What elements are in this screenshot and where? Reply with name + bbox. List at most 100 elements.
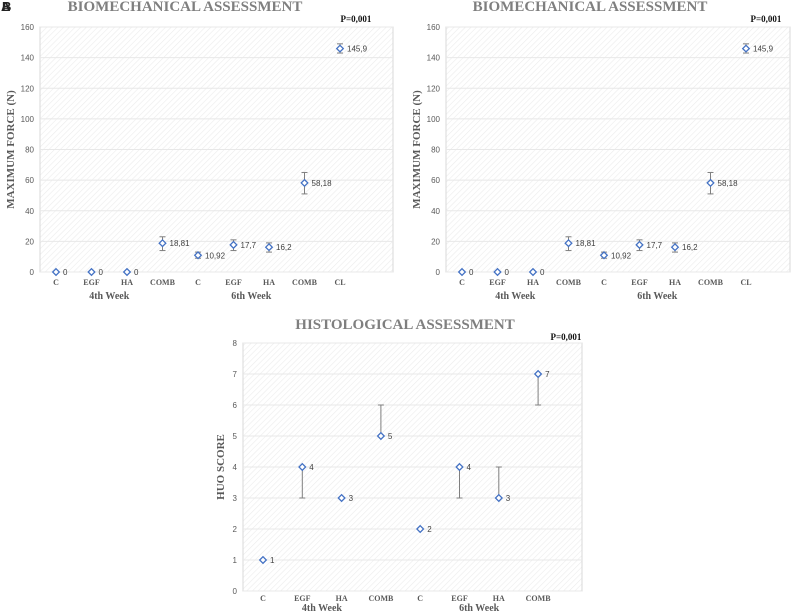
x-category-label: EGF bbox=[294, 594, 311, 603]
y-tick-label: 120 bbox=[427, 84, 441, 93]
p-value-annotation: P=0,001 bbox=[341, 14, 372, 24]
data-label: 0 bbox=[469, 268, 474, 277]
x-category-label: C bbox=[53, 278, 59, 287]
panel-letter-b: B bbox=[2, 0, 11, 14]
data-point bbox=[264, 242, 274, 252]
x-category-label: COMB bbox=[698, 278, 724, 287]
data-label: 3 bbox=[506, 494, 511, 503]
x-category-label: COMB bbox=[292, 278, 318, 287]
data-label: 18,81 bbox=[170, 239, 191, 248]
y-tick-label: 3 bbox=[233, 494, 238, 503]
data-label: 16,2 bbox=[682, 243, 698, 252]
x-group-label: 4th Week bbox=[89, 291, 130, 302]
data-label: 145,9 bbox=[753, 45, 774, 54]
x-category-label: HA bbox=[527, 278, 539, 287]
y-tick-label: 140 bbox=[21, 54, 35, 63]
data-point bbox=[415, 524, 425, 534]
data-point bbox=[564, 238, 573, 248]
data-label: 3 bbox=[349, 494, 354, 503]
x-category-label: COMB bbox=[526, 594, 552, 603]
data-label: 2 bbox=[427, 525, 432, 534]
x-category-label: EGF bbox=[83, 278, 100, 287]
data-label: 10,92 bbox=[611, 251, 632, 260]
y-tick-label: 5 bbox=[233, 432, 238, 441]
y-tick-label: 80 bbox=[25, 146, 34, 155]
data-label: 10,92 bbox=[205, 251, 226, 260]
y-axis-label: MAXIMUM FORCE (N) bbox=[5, 90, 17, 209]
y-tick-label: 60 bbox=[431, 176, 440, 185]
data-point bbox=[457, 267, 467, 277]
y-tick-label: 120 bbox=[21, 84, 35, 93]
y-tick-label: 80 bbox=[431, 146, 440, 155]
x-group-label: 4th Week bbox=[302, 603, 343, 614]
data-point bbox=[335, 44, 345, 53]
data-label: 0 bbox=[505, 268, 510, 277]
p-value-annotation: P=0,001 bbox=[551, 332, 582, 342]
data-point bbox=[258, 555, 268, 565]
x-group-label: 6th Week bbox=[459, 603, 500, 614]
panel-letter-a: A bbox=[1, 0, 11, 14]
x-category-label: EGF bbox=[631, 278, 648, 287]
data-label: 18,81 bbox=[576, 239, 597, 248]
data-point bbox=[670, 242, 680, 252]
data-point bbox=[337, 493, 346, 503]
chart-title: BIOMECHANICAL ASSESSMENT bbox=[68, 0, 303, 15]
x-category-label: HA bbox=[669, 278, 681, 287]
y-tick-label: 60 bbox=[25, 176, 34, 185]
data-point bbox=[635, 240, 644, 250]
y-tick-label: 0 bbox=[30, 268, 35, 277]
data-label: 1 bbox=[270, 556, 275, 565]
x-category-label: C bbox=[195, 278, 201, 287]
data-point bbox=[706, 178, 715, 188]
x-category-label: HA bbox=[121, 278, 133, 287]
x-category-label: EGF bbox=[489, 278, 506, 287]
y-tick-label: 100 bbox=[427, 115, 441, 124]
x-category-label: C bbox=[417, 594, 423, 603]
data-point bbox=[229, 240, 238, 250]
x-category-label: COMB bbox=[150, 278, 176, 287]
x-category-label: CL bbox=[740, 278, 751, 287]
data-point bbox=[741, 44, 751, 53]
y-tick-label: 6 bbox=[233, 401, 238, 410]
x-category-label: EGF bbox=[451, 594, 468, 603]
data-label: 58,18 bbox=[718, 179, 739, 188]
data-point bbox=[494, 493, 504, 503]
data-label: 0 bbox=[99, 268, 104, 277]
data-label: 4 bbox=[309, 463, 314, 472]
y-tick-label: 2 bbox=[233, 525, 238, 534]
data-point bbox=[122, 267, 132, 277]
chart-title: BIOMECHANICAL ASSESSMENT bbox=[473, 0, 708, 15]
y-tick-label: 160 bbox=[427, 23, 441, 32]
x-category-label: C bbox=[459, 278, 465, 287]
y-tick-label: 100 bbox=[21, 115, 35, 124]
data-label: 7 bbox=[545, 370, 550, 379]
y-tick-label: 140 bbox=[427, 54, 441, 63]
x-category-label: HA bbox=[493, 594, 505, 603]
data-label: 16,2 bbox=[276, 243, 292, 252]
y-tick-label: 7 bbox=[233, 370, 238, 379]
x-category-label: COMB bbox=[556, 278, 582, 287]
p-value-annotation: P=0,001 bbox=[751, 14, 782, 24]
data-label: 58,18 bbox=[312, 179, 333, 188]
data-label: 5 bbox=[388, 432, 393, 441]
data-label: 145,9 bbox=[347, 45, 368, 54]
data-point bbox=[533, 369, 543, 379]
x-category-label: C bbox=[601, 278, 607, 287]
data-label: 0 bbox=[63, 268, 68, 277]
y-tick-label: 20 bbox=[25, 237, 34, 246]
y-tick-label: 40 bbox=[431, 207, 440, 216]
y-tick-label: 0 bbox=[233, 587, 238, 596]
data-point bbox=[87, 267, 96, 277]
y-axis-label: HUO SCORE bbox=[215, 434, 227, 500]
data-point bbox=[193, 251, 203, 260]
data-point bbox=[528, 267, 538, 277]
y-tick-label: 160 bbox=[21, 23, 35, 32]
x-category-label: C bbox=[260, 594, 266, 603]
data-label: 4 bbox=[467, 463, 472, 472]
x-category-label: EGF bbox=[225, 278, 242, 287]
y-tick-label: 4 bbox=[233, 463, 238, 472]
y-tick-label: 8 bbox=[233, 339, 238, 348]
data-point bbox=[455, 462, 464, 472]
x-group-label: 6th Week bbox=[637, 291, 678, 302]
